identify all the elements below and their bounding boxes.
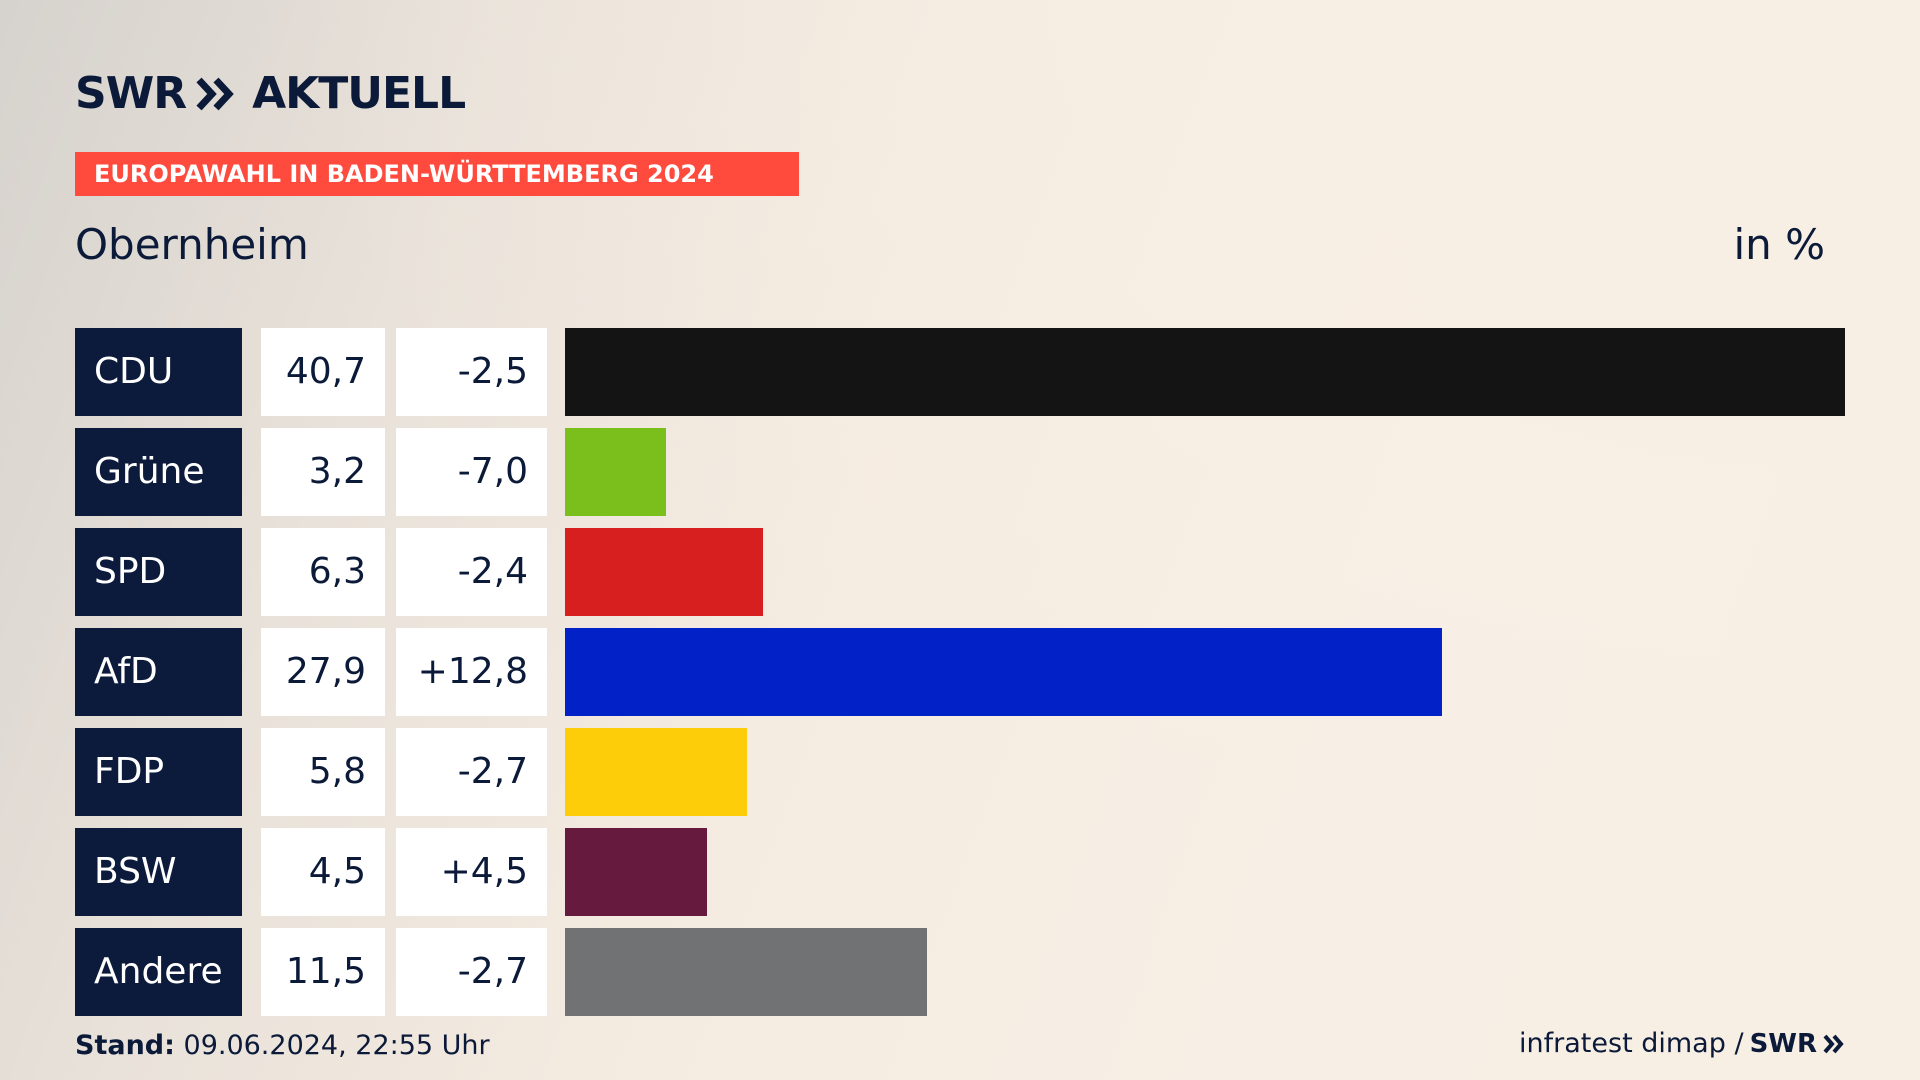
party-diff: -2,4 — [396, 528, 547, 616]
source-text: infratest dimap / — [1519, 1028, 1744, 1059]
swr-aktuell-logo: SWR AKTUELL — [75, 68, 466, 119]
footer-swr-text: SWR — [1749, 1028, 1817, 1059]
party-value: 5,8 — [261, 728, 385, 816]
logo-aktuell-text: AKTUELL — [252, 68, 466, 119]
party-value: 40,7 — [261, 328, 385, 416]
party-bar — [565, 928, 927, 1016]
party-value: 11,5 — [261, 928, 385, 1016]
party-bar — [565, 628, 1442, 716]
party-value: 3,2 — [261, 428, 385, 516]
party-diff: -7,0 — [396, 428, 547, 516]
party-value: 27,9 — [261, 628, 385, 716]
party-bar — [565, 328, 1845, 416]
source-credit: infratest dimap / SWR — [1519, 1028, 1845, 1059]
party-bar — [565, 828, 707, 916]
party-name: SPD — [75, 528, 242, 616]
footer-chevron-icon — [1823, 1034, 1844, 1053]
unit-label: in % — [1733, 220, 1825, 269]
party-value: 6,3 — [261, 528, 385, 616]
timestamp: Stand: 09.06.2024, 22:55 Uhr — [75, 1030, 490, 1061]
party-diff: +12,8 — [396, 628, 547, 716]
logo-swr-text: SWR — [75, 68, 187, 119]
party-name: AfD — [75, 628, 242, 716]
double-chevron-icon — [196, 77, 234, 110]
party-name: FDP — [75, 728, 242, 816]
place-title: Obernheim — [75, 220, 309, 269]
party-name: CDU — [75, 328, 242, 416]
party-diff: -2,7 — [396, 728, 547, 816]
party-bar — [565, 728, 747, 816]
party-diff: -2,7 — [396, 928, 547, 1016]
party-name: Grüne — [75, 428, 242, 516]
party-name: BSW — [75, 828, 242, 916]
stand-value: 09.06.2024, 22:55 Uhr — [183, 1030, 490, 1061]
party-bar — [565, 428, 666, 516]
party-diff: +4,5 — [396, 828, 547, 916]
election-banner: EUROPAWAHL IN BADEN-WÜRTTEMBERG 2024 — [75, 152, 799, 196]
party-diff: -2,5 — [396, 328, 547, 416]
party-bar — [565, 528, 763, 616]
stand-label: Stand: — [75, 1030, 175, 1061]
party-value: 4,5 — [261, 828, 385, 916]
party-name: Andere — [75, 928, 242, 1016]
